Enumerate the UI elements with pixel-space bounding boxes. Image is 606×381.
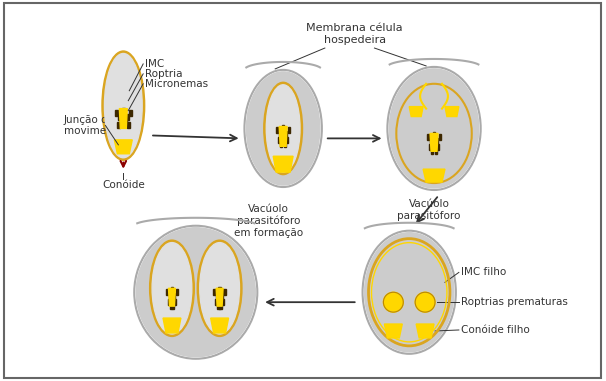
Polygon shape [416, 324, 434, 338]
Polygon shape [119, 109, 127, 128]
Bar [279, 131, 281, 138]
Polygon shape [168, 288, 175, 306]
Bar [276, 128, 279, 133]
Text: Vacúolo
parasitóforo
em formação: Vacúolo parasitóforo em formação [234, 204, 303, 238]
Ellipse shape [390, 69, 479, 188]
Bar [118, 114, 121, 120]
Bar [115, 110, 118, 115]
Bar [170, 303, 172, 309]
Text: Conóide: Conóide [102, 179, 145, 190]
Bar [171, 303, 175, 309]
Bar [221, 299, 224, 305]
Bar [218, 287, 221, 293]
Bar [127, 123, 130, 128]
Text: Conóide filho: Conóide filho [461, 325, 530, 335]
Bar [176, 289, 178, 295]
Text: Roptrias prematuras: Roptrias prematuras [461, 297, 568, 307]
Ellipse shape [365, 233, 454, 352]
Bar [439, 134, 441, 140]
Bar [166, 289, 168, 295]
Bar [224, 289, 226, 295]
Bar [221, 293, 223, 299]
Bar [433, 133, 435, 138]
Ellipse shape [264, 82, 302, 174]
Ellipse shape [135, 226, 258, 359]
Bar [286, 138, 288, 143]
Ellipse shape [198, 240, 242, 336]
Polygon shape [409, 107, 423, 117]
Ellipse shape [136, 228, 255, 357]
Polygon shape [163, 318, 181, 333]
Bar [169, 293, 171, 299]
Ellipse shape [362, 230, 457, 355]
Bar [435, 148, 438, 154]
Ellipse shape [387, 67, 481, 190]
Bar [174, 299, 176, 305]
Ellipse shape [200, 243, 239, 334]
Ellipse shape [244, 70, 322, 187]
Ellipse shape [247, 72, 320, 185]
Ellipse shape [362, 231, 456, 354]
Ellipse shape [102, 51, 145, 160]
Text: Micronemas: Micronemas [145, 79, 208, 89]
Polygon shape [384, 324, 402, 338]
Bar [117, 123, 119, 128]
Bar [120, 117, 122, 123]
Bar [124, 117, 127, 123]
Bar [288, 128, 290, 133]
Bar [213, 289, 216, 295]
Polygon shape [445, 107, 459, 117]
Text: Vacúolo
parasitóforo: Vacúolo parasitóforo [398, 199, 461, 221]
FancyBboxPatch shape [4, 3, 601, 378]
Text: Membrana célula
hospedeira: Membrana célula hospedeira [306, 23, 403, 45]
Bar [280, 141, 282, 147]
Bar [278, 138, 281, 143]
Polygon shape [423, 169, 445, 182]
Ellipse shape [244, 69, 323, 188]
Bar [126, 114, 128, 120]
Bar [427, 134, 430, 140]
Bar [431, 148, 433, 154]
Text: IMC filho: IMC filho [461, 267, 506, 277]
Ellipse shape [387, 66, 482, 191]
Text: Junção de
movimento: Junção de movimento [64, 115, 123, 136]
Ellipse shape [104, 53, 142, 158]
Bar [429, 144, 431, 150]
Bar [437, 144, 439, 150]
Bar [173, 293, 175, 299]
Polygon shape [216, 288, 223, 306]
Text: Roptria: Roptria [145, 69, 182, 79]
Polygon shape [211, 318, 228, 333]
Circle shape [384, 292, 403, 312]
Bar [218, 303, 220, 309]
Ellipse shape [133, 225, 258, 360]
Bar [282, 125, 284, 131]
Bar [430, 138, 432, 144]
Polygon shape [430, 133, 438, 151]
Polygon shape [115, 140, 132, 154]
Bar [122, 107, 125, 114]
Text: IMC: IMC [145, 59, 164, 69]
Bar [171, 287, 173, 293]
Polygon shape [279, 126, 287, 146]
Ellipse shape [152, 243, 192, 334]
Ellipse shape [150, 240, 195, 336]
Bar [216, 293, 219, 299]
Bar [285, 131, 287, 138]
Bar [436, 138, 438, 144]
Ellipse shape [266, 85, 300, 172]
Bar [284, 141, 287, 147]
Circle shape [415, 292, 435, 312]
Bar [168, 299, 170, 305]
Polygon shape [273, 156, 293, 172]
Bar [219, 303, 222, 309]
Bar [216, 299, 218, 305]
Bar [129, 110, 132, 115]
